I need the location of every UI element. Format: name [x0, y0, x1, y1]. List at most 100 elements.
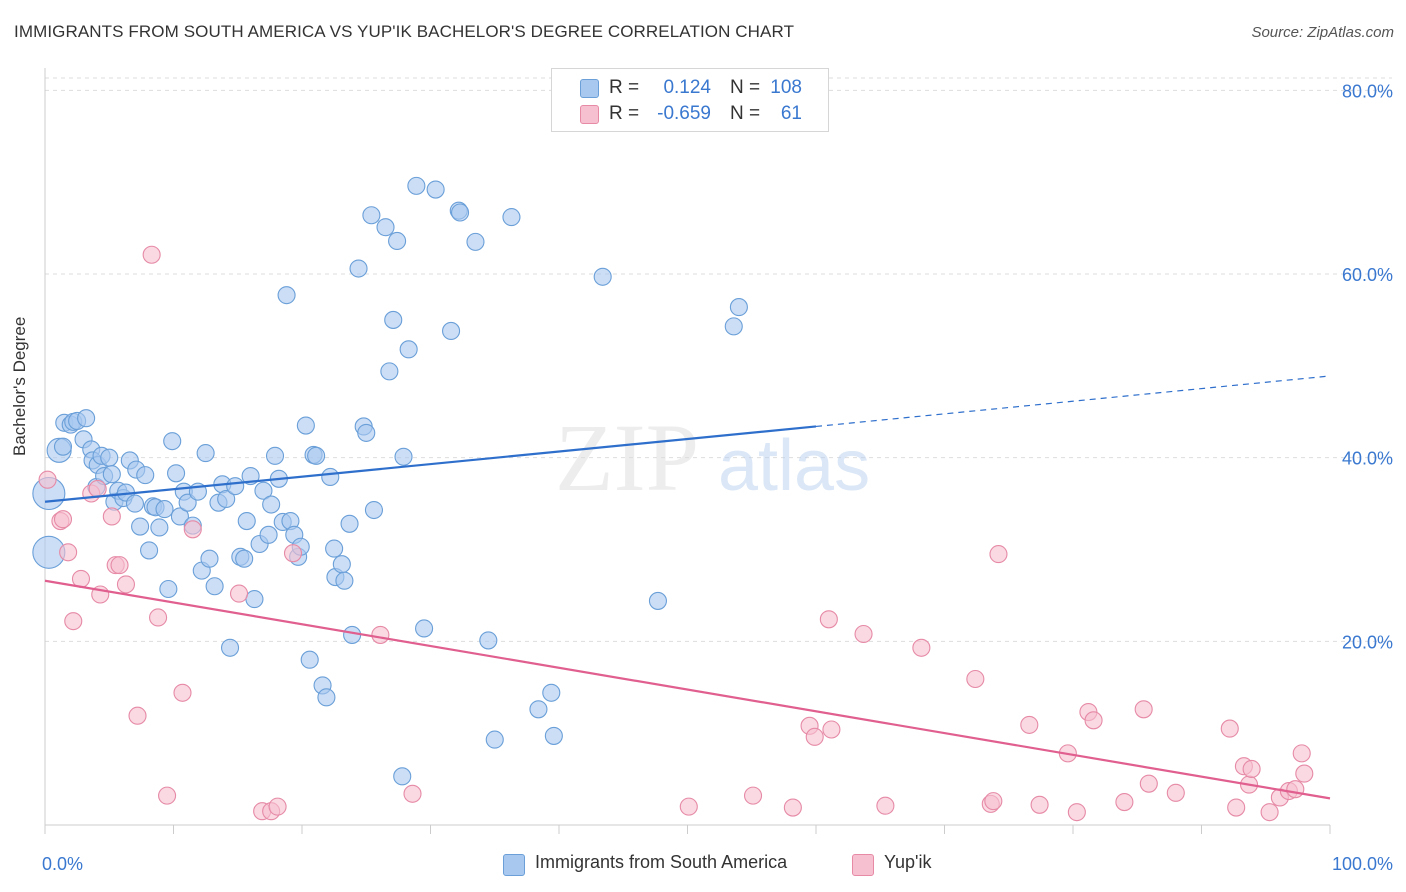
point-yupik — [142, 245, 161, 264]
trend-line-yupik — [44, 579, 1331, 800]
point-yupik — [173, 683, 192, 702]
point-south-america — [300, 650, 319, 669]
point-south-america — [155, 500, 174, 519]
y-axis-label: Bachelor's Degree — [10, 316, 29, 456]
point-south-america — [362, 206, 381, 225]
point-yupik — [158, 786, 177, 805]
point-south-america — [542, 683, 561, 702]
point-south-america — [321, 467, 340, 487]
point-yupik — [989, 545, 1008, 564]
point-south-america — [125, 494, 144, 513]
point-yupik — [876, 796, 895, 815]
point-south-america — [102, 465, 121, 484]
y-tick-label: 20.0% — [1342, 632, 1393, 652]
x-tick-label: 100.0% — [1332, 854, 1393, 874]
trend-line-south-america-extension — [815, 375, 1331, 428]
point-yupik — [984, 792, 1003, 811]
point-south-america — [544, 726, 563, 745]
point-yupik — [283, 544, 303, 563]
point-yupik — [371, 625, 390, 644]
watermark-zip: ZIP — [555, 404, 699, 511]
point-south-america — [332, 555, 351, 574]
point-south-america — [593, 267, 612, 286]
point-yupik — [1242, 759, 1261, 779]
point-south-america — [384, 310, 403, 329]
point-south-america — [170, 507, 189, 526]
point-south-america — [226, 477, 245, 496]
point-yupik — [1260, 803, 1279, 822]
source-note: Source: ZipAtlas.com — [1251, 24, 1394, 41]
point-yupik — [59, 543, 78, 562]
y-tick-label: 60.0% — [1342, 265, 1393, 285]
legend-swatch — [852, 854, 874, 876]
correlation-legend: R = 0.124 N = 108 R = -0.659 N = 61 — [551, 68, 829, 132]
point-south-america — [380, 362, 399, 381]
point-yupik — [1139, 774, 1158, 793]
x-tick-label: 0.0% — [42, 854, 83, 874]
legend-n-label: N = — [730, 77, 761, 98]
point-yupik — [1134, 700, 1153, 719]
point-south-america — [167, 464, 186, 483]
point-yupik — [229, 584, 249, 603]
point-yupik — [1166, 783, 1185, 802]
point-south-america — [150, 518, 169, 537]
point-south-america — [254, 481, 273, 500]
point-south-america — [140, 541, 159, 560]
point-yupik — [805, 727, 824, 746]
point-south-america — [220, 638, 240, 657]
point-yupik — [1020, 715, 1039, 734]
legend-label: Yup'ik — [884, 852, 932, 872]
point-south-america — [442, 321, 461, 341]
legend-r-label: R = — [609, 103, 640, 124]
point-south-america — [163, 432, 182, 451]
point-south-america — [529, 700, 548, 719]
point-yupik — [1115, 792, 1134, 812]
point-yupik — [912, 638, 931, 657]
point-south-america — [407, 176, 426, 195]
legend-row-south-america: R = 0.124 N = 108 — [552, 75, 828, 101]
point-south-america — [451, 203, 470, 222]
point-south-america — [724, 317, 743, 336]
tick-labels: 20.0% 40.0% 60.0% 80.0% 0.0% 100.0% — [42, 81, 1393, 874]
legend-r-value: 0.124 — [663, 77, 711, 98]
legend-r-value: -0.659 — [657, 103, 711, 124]
point-south-america — [277, 286, 296, 305]
point-yupik — [819, 610, 838, 629]
point-yupik — [1227, 798, 1246, 817]
point-south-america — [259, 525, 278, 544]
data-points — [32, 176, 1314, 822]
point-yupik — [110, 556, 129, 575]
axes — [44, 68, 1331, 834]
point-south-america — [77, 409, 96, 428]
point-south-america — [237, 511, 256, 531]
point-south-america — [136, 466, 155, 485]
point-south-america — [200, 549, 219, 568]
point-south-america — [235, 549, 254, 568]
point-yupik — [128, 706, 147, 725]
point-south-america — [349, 259, 368, 278]
point-south-america — [357, 423, 376, 442]
point-yupik — [64, 612, 83, 631]
trend-line-south-america — [44, 425, 817, 503]
point-yupik — [1084, 711, 1103, 730]
point-south-america — [502, 208, 521, 227]
point-yupik — [1286, 780, 1305, 799]
point-yupik — [88, 479, 107, 498]
point-yupik — [1295, 764, 1314, 783]
legend-swatch — [580, 79, 599, 98]
point-south-america — [729, 298, 748, 317]
point-south-america — [466, 232, 485, 251]
point-yupik — [116, 575, 136, 594]
y-tick-label: 40.0% — [1342, 449, 1393, 469]
point-yupik — [854, 624, 873, 644]
chart-title: IMMIGRANTS FROM SOUTH AMERICA VS YUP'IK … — [14, 22, 795, 41]
point-south-america — [317, 688, 336, 707]
point-yupik — [102, 507, 121, 526]
point-yupik — [53, 510, 73, 529]
point-south-america — [648, 591, 667, 610]
point-south-america — [479, 631, 498, 650]
point-south-america — [131, 517, 150, 536]
legend-n-label: N = — [730, 103, 761, 124]
point-south-america — [426, 180, 445, 199]
